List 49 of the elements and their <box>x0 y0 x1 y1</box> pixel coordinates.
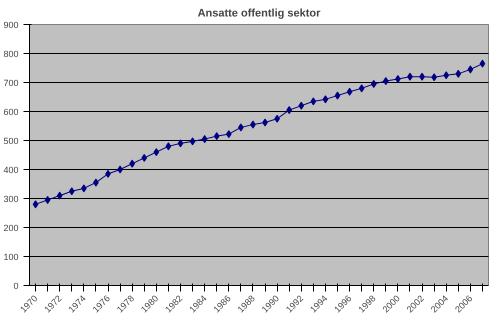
point <box>226 130 232 138</box>
point <box>81 184 87 192</box>
point <box>395 75 401 84</box>
point <box>274 114 280 123</box>
point <box>44 196 50 204</box>
point <box>129 160 136 168</box>
y-tick-label: 700 <box>3 78 19 88</box>
point <box>370 80 377 88</box>
point <box>407 72 413 81</box>
point <box>202 135 208 144</box>
point <box>431 73 437 82</box>
point <box>153 148 160 156</box>
point <box>346 88 352 96</box>
point <box>141 154 148 162</box>
y-tick-label: 400 <box>3 165 19 175</box>
y-tick-label: 900 <box>3 20 19 30</box>
point <box>105 170 111 178</box>
point <box>382 77 389 86</box>
point <box>358 84 365 92</box>
point <box>480 60 486 68</box>
point <box>68 187 75 196</box>
point <box>238 123 244 132</box>
point <box>56 192 63 200</box>
point <box>443 71 450 80</box>
point <box>262 118 268 127</box>
point <box>117 166 123 174</box>
point <box>93 178 99 187</box>
y-tick-label: 500 <box>3 136 19 146</box>
point <box>32 200 38 208</box>
point <box>166 142 172 150</box>
y-tick-label: 800 <box>3 49 19 59</box>
y-tick-label: 600 <box>3 107 19 117</box>
point <box>468 65 474 74</box>
y-tick-label: 300 <box>3 194 19 204</box>
point <box>310 97 316 106</box>
y-tick-label: 200 <box>3 223 19 233</box>
point <box>455 70 462 78</box>
point <box>298 102 304 110</box>
point <box>286 106 292 114</box>
point <box>178 139 184 148</box>
point <box>190 137 196 146</box>
chart-title: Ansatte offentlig sektor <box>198 8 322 20</box>
point <box>250 120 256 129</box>
point <box>322 95 328 104</box>
y-tick-label: 0 <box>13 281 19 291</box>
point <box>419 72 425 81</box>
point <box>334 92 340 100</box>
y-tick-label: 100 <box>3 252 19 262</box>
point <box>214 132 220 140</box>
